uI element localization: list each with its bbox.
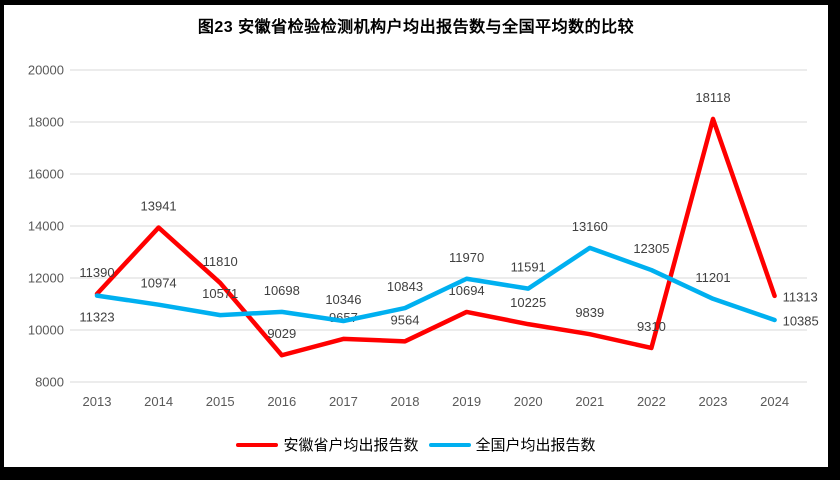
data-label-anhui: 9029 <box>267 326 296 341</box>
data-label-national: 11201 <box>695 270 730 285</box>
data-label-national: 12305 <box>633 241 669 256</box>
data-label-national: 13160 <box>572 219 608 234</box>
data-label-anhui: 13941 <box>141 199 177 214</box>
legend-label-anhui: 安徽省户均出报告数 <box>283 437 419 454</box>
y-axis-tick-label: 18000 <box>28 115 64 130</box>
data-label-anhui: 11313 <box>783 289 818 304</box>
data-label-national: 10974 <box>141 276 177 291</box>
series-line-anhui <box>94 116 777 358</box>
data-label-anhui: 9839 <box>575 305 604 320</box>
data-label-anhui: 10694 <box>449 283 485 298</box>
x-axis-tick-label: 2022 <box>637 394 666 409</box>
data-label-national: 11970 <box>449 250 484 265</box>
x-axis-tick-label: 2019 <box>452 394 481 409</box>
data-label-anhui: 10225 <box>510 295 546 310</box>
x-axis-tick-label: 2023 <box>699 394 728 409</box>
data-label-anhui: 9564 <box>391 312 420 327</box>
x-axis-tick-label: 2020 <box>514 394 543 409</box>
x-axis-tick-label: 2015 <box>206 394 235 409</box>
data-label-anhui: 11390 <box>79 265 114 280</box>
data-label-anhui: 9310 <box>637 319 666 334</box>
data-label-national: 10385 <box>783 313 819 328</box>
data-label-national: 10346 <box>325 292 361 307</box>
legend-item-national: 全国户均出报告数 <box>428 434 596 455</box>
y-axis-tick-label: 20000 <box>28 63 64 78</box>
y-axis-tick-label: 10000 <box>28 323 64 338</box>
data-label-national: 11323 <box>79 310 114 325</box>
data-label-national: 10843 <box>387 279 423 294</box>
y-axis-tick-label: 16000 <box>28 167 64 182</box>
legend-item-anhui: 安徽省户均出报告数 <box>236 434 419 455</box>
legend-line-sample-anhui <box>236 442 279 447</box>
x-axis-tick-label: 2021 <box>575 394 604 409</box>
y-axis-tick-label: 8000 <box>35 375 64 390</box>
x-axis-tick-label: 2014 <box>144 394 173 409</box>
x-axis-tick-label: 2024 <box>760 394 789 409</box>
line-chart: 20000 18000 16000 14000 12000 10000 8000 2013 20… <box>28 63 819 410</box>
chart-legend: 安徽省户均出报告数 全国户均出报告数 <box>4 434 828 455</box>
data-label-anhui: 11810 <box>203 254 238 269</box>
x-axis-tick-label: 2013 <box>83 394 112 409</box>
chart-title: 图23 安徽省检验检测机构户均出报告数与全国平均数的比较 <box>197 19 635 36</box>
legend-label-national: 全国户均出报告数 <box>475 437 596 454</box>
x-axis-tick-label: 2016 <box>267 394 296 409</box>
legend-line-sample-national <box>428 442 471 447</box>
data-label-national: 10571 <box>202 286 238 301</box>
y-axis-tick-label: 14000 <box>28 219 64 234</box>
data-label-national: 11591 <box>511 260 546 275</box>
y-axis-tick-label: 12000 <box>28 271 64 286</box>
data-label-anhui: 18118 <box>695 90 730 105</box>
x-axis-tick-label: 2018 <box>391 394 420 409</box>
x-axis-tick-label: 2017 <box>329 394 358 409</box>
chart-canvas: 图23 安徽省检验检测机构户均出报告数与全国平均数的比较 20000 18000 1… <box>4 5 828 467</box>
data-label-national: 10698 <box>264 283 300 298</box>
series-line-national <box>94 245 777 324</box>
